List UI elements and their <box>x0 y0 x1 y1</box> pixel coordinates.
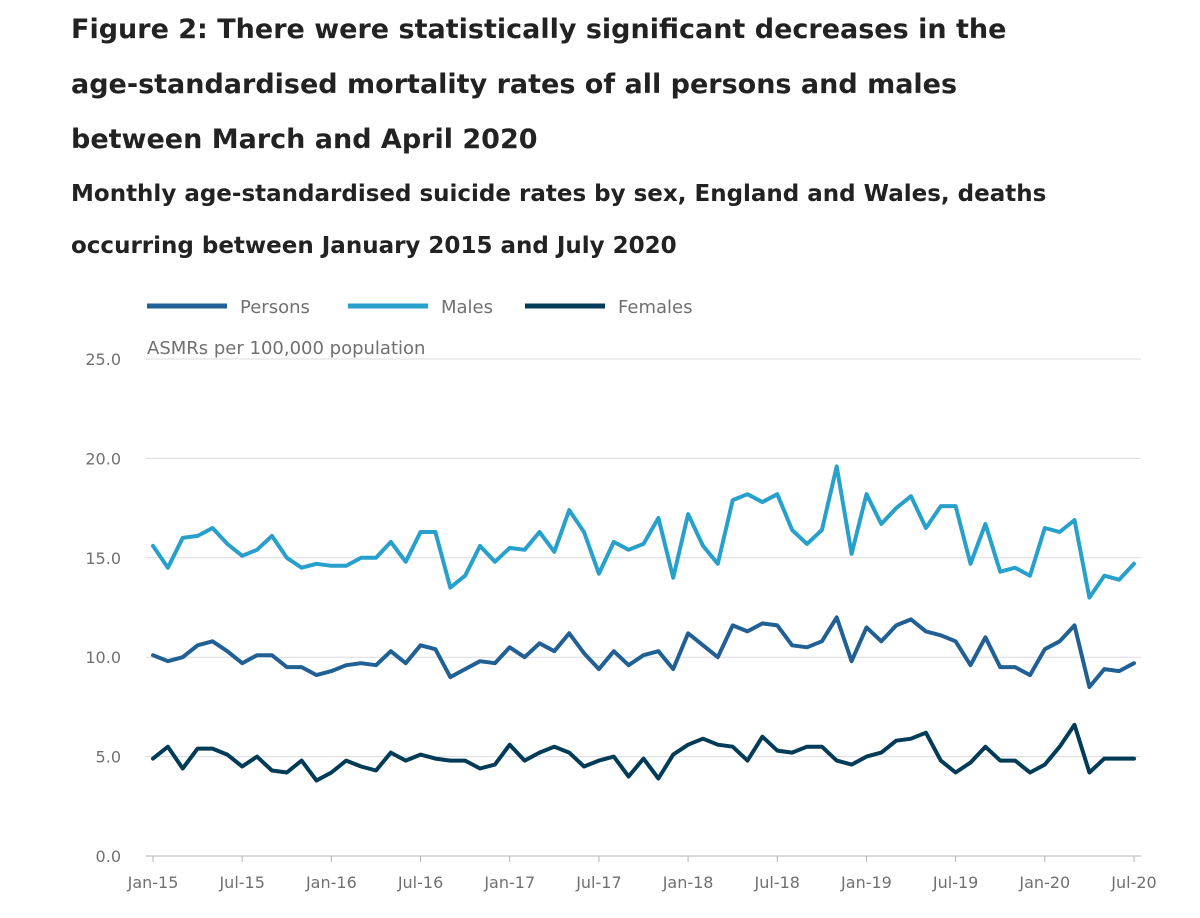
x-tick-label: Jul-17 <box>575 873 621 892</box>
y-axis-ticks: 0.0 5.0 10.0 15.0 20.0 25.0 <box>85 350 121 866</box>
series-line-females <box>151 722 1136 783</box>
legend-label-males: Males <box>441 297 493 318</box>
legend-label-females: Females <box>618 297 692 318</box>
y-axis-label: ASMRs per 100,000 population <box>147 338 425 359</box>
series-lines <box>151 464 1136 783</box>
y-tick-label: 25.0 <box>85 350 121 369</box>
x-tick-label: Jan-20 <box>1018 873 1070 892</box>
x-tick-label: Jan-17 <box>483 873 535 892</box>
x-tick-label: Jan-18 <box>662 873 714 892</box>
x-tick-label: Jul-15 <box>218 873 264 892</box>
y-tick-label: 20.0 <box>85 449 121 468</box>
x-tick-label: Jul-18 <box>754 873 800 892</box>
chart-title: Monthly age-standardised suicide rates b… <box>71 181 1047 259</box>
series-line-males <box>151 464 1136 600</box>
legend: Persons Males Females <box>147 297 692 318</box>
x-axis: Jan-15 Jul-15 Jan-16 Jul-16 Jan-17 Jul-17 Jan-… <box>127 855 1157 892</box>
series-line-persons <box>151 615 1136 689</box>
gridlines <box>146 358 1141 758</box>
y-tick-label: 0.0 <box>96 847 121 866</box>
x-tick-label: Jan-16 <box>305 873 357 892</box>
figure-title: Figure 2: There were statistically signi… <box>71 14 1007 155</box>
x-tick-label: Jul-20 <box>1110 873 1156 892</box>
x-tick-label: Jul-19 <box>932 873 978 892</box>
y-tick-label: 15.0 <box>85 549 121 568</box>
y-tick-label: 10.0 <box>85 648 121 667</box>
x-tick-label: Jan-19 <box>840 873 892 892</box>
x-tick-label: Jul-16 <box>397 873 443 892</box>
legend-label-persons: Persons <box>240 297 310 318</box>
y-tick-label: 5.0 <box>96 748 121 767</box>
x-tick-label: Jan-15 <box>127 873 179 892</box>
